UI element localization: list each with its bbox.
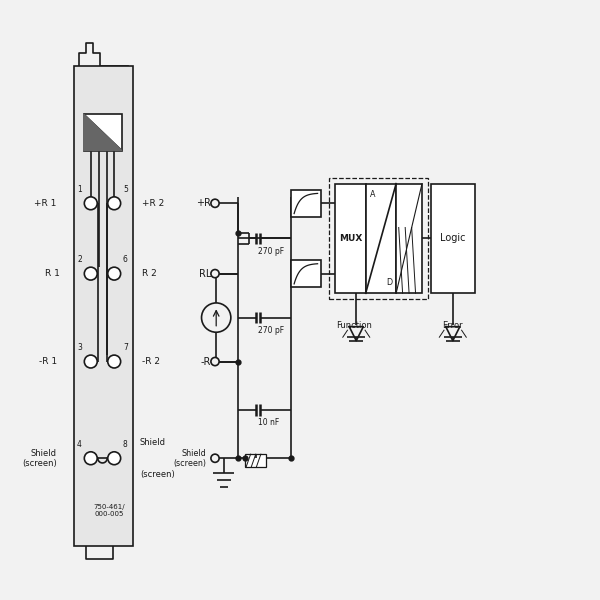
Text: Function: Function [337, 321, 373, 330]
Circle shape [108, 267, 121, 280]
Text: 2: 2 [77, 255, 82, 264]
Bar [291, 260, 320, 287]
Polygon shape [84, 114, 122, 151]
Text: D: D [386, 278, 392, 287]
Text: (screen): (screen) [140, 470, 175, 479]
Circle shape [85, 197, 97, 210]
Text: 8: 8 [123, 440, 128, 449]
Text: Error: Error [442, 321, 463, 330]
Text: 750-461/
000-005: 750-461/ 000-005 [94, 505, 125, 517]
Bar [291, 190, 320, 217]
Bar [84, 114, 122, 151]
Bar [431, 184, 475, 293]
Circle shape [108, 452, 121, 464]
Text: RL: RL [199, 269, 211, 278]
Circle shape [211, 269, 219, 278]
Text: -R: -R [200, 356, 211, 367]
Text: -R 1: -R 1 [38, 357, 57, 366]
Text: 270 pF: 270 pF [258, 326, 284, 335]
Circle shape [108, 197, 121, 210]
Circle shape [211, 199, 219, 208]
Text: Shield
(screen): Shield (screen) [173, 449, 206, 468]
Text: 4: 4 [77, 440, 82, 449]
Circle shape [85, 355, 97, 368]
Text: +R 2: +R 2 [142, 199, 164, 208]
Text: 3: 3 [77, 343, 82, 352]
Circle shape [108, 355, 121, 368]
Bar [245, 454, 266, 467]
Bar [396, 184, 422, 293]
Text: 1: 1 [77, 185, 82, 194]
Text: R 2: R 2 [142, 269, 157, 278]
Text: Shield: Shield [140, 437, 166, 446]
Bar [335, 184, 365, 293]
Text: MUX: MUX [339, 234, 362, 243]
Text: -R 2: -R 2 [142, 357, 160, 366]
Text: 7: 7 [123, 343, 128, 352]
Text: +R 1: +R 1 [34, 199, 57, 208]
Text: R 1: R 1 [45, 269, 59, 278]
Circle shape [202, 303, 231, 332]
Circle shape [85, 267, 97, 280]
Text: A: A [370, 190, 375, 199]
Circle shape [211, 358, 219, 365]
Bar [329, 178, 428, 299]
Bar [74, 65, 133, 546]
Bar [365, 184, 396, 293]
Circle shape [211, 454, 219, 463]
Text: 6: 6 [123, 255, 128, 264]
Text: +R: +R [196, 198, 211, 208]
Text: 270 pF: 270 pF [258, 247, 284, 256]
Text: 10 nF: 10 nF [258, 418, 279, 427]
Circle shape [85, 452, 97, 464]
Text: Logic: Logic [440, 233, 466, 244]
Text: 5: 5 [123, 185, 128, 194]
Text: Shield
(screen): Shield (screen) [22, 449, 57, 468]
